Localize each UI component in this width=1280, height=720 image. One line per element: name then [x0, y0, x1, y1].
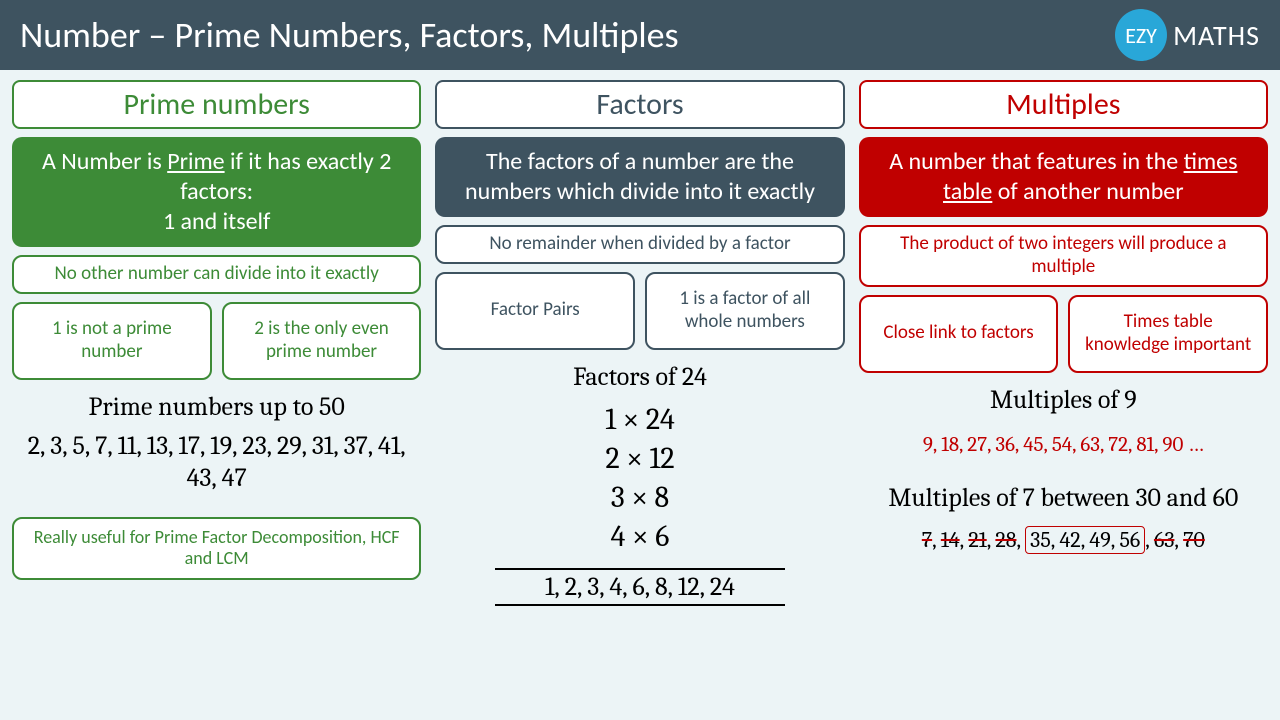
factors-definition: The factors of a number are the numbers …: [435, 137, 844, 217]
m7-v3: 56: [1119, 527, 1140, 553]
col-prime: Prime numbers A Number is Prime if it ha…: [12, 80, 421, 606]
prime-definition: A Number is Prime if it has exactly 2 fa…: [12, 137, 421, 247]
m7-v0: 35: [1030, 527, 1051, 553]
prime-sub1: No other number can divide into it exact…: [12, 255, 421, 294]
multiples-ex2-title: Multiples of 7 between 30 and 60: [859, 483, 1268, 513]
multiples-ex1-list: 9, 18, 27, 36, 45, 54, 63, 72, 81, 90 …: [859, 433, 1268, 457]
factors-sub-pair: Factor Pairs 1 is a factor of all whole …: [435, 272, 844, 350]
multiples-def-pre: A number that features in the: [889, 147, 1183, 176]
col-factors: Factors The factors of a number are the …: [435, 80, 844, 606]
factor-pair-3: 4 × 6: [435, 517, 844, 556]
m7-s1: 14: [941, 527, 960, 553]
m7-s2: 21: [968, 527, 986, 553]
multiples-sub1: The product of two integers will produce…: [859, 225, 1268, 287]
prime-title: Prime numbers: [12, 80, 421, 129]
factors-example-title: Factors of 24: [435, 362, 844, 392]
m7-v1: 42: [1059, 527, 1080, 553]
factor-pair-2: 3 × 8: [435, 478, 844, 517]
factors-sub1: No remainder when divided by a factor: [435, 225, 844, 264]
multiples-definition: A number that features in the times tabl…: [859, 137, 1268, 217]
prime-sub-pair: 1 is not a prime number 2 is the only ev…: [12, 302, 421, 380]
col-multiples: Multiples A number that features in the …: [859, 80, 1268, 606]
m7-e1: 70: [1183, 527, 1205, 553]
factors-result: 1, 2, 3, 4, 6, 8, 12, 24: [495, 568, 784, 606]
factors-title: Factors: [435, 80, 844, 129]
logo: EZY MATHS: [1115, 9, 1260, 61]
factors-sub2a: Factor Pairs: [435, 272, 635, 350]
multiples-title: Multiples: [859, 80, 1268, 129]
factors-sub2b: 1 is a factor of all whole numbers: [645, 272, 845, 350]
factor-pairs-list: 1 × 24 2 × 12 3 × 8 4 × 6: [435, 400, 844, 556]
prime-def-u: Prime: [167, 147, 224, 176]
prime-example-list: 2, 3, 5, 7, 11, 13, 17, 19, 23, 29, 31, …: [12, 430, 421, 495]
prime-sub2a: 1 is not a prime number: [12, 302, 212, 380]
m7-valid: 35, 42, 49, 56: [1025, 526, 1145, 554]
factor-pair-0: 1 × 24: [435, 400, 844, 439]
prime-def-pre: A Number is: [42, 147, 167, 176]
prime-example-title: Prime numbers up to 50: [12, 392, 421, 422]
m7-v2: 49: [1089, 527, 1110, 553]
multiples-sub2a: Close link to factors: [859, 295, 1059, 373]
logo-circle: EZY: [1115, 9, 1167, 61]
m7-s3: 28: [995, 527, 1016, 553]
page-title: Number – Prime Numbers, Factors, Multipl…: [20, 13, 679, 57]
m7-s0: 7: [922, 527, 932, 553]
m7-e0: 63: [1154, 527, 1174, 553]
multiples-def-post: of another number: [992, 177, 1183, 206]
multiples-ex2-list: 7, 14, 21, 28, 35, 42, 49, 56, 63, 70: [859, 527, 1268, 553]
prime-def-line2: 1 and itself: [163, 207, 270, 236]
factor-pair-1: 2 × 12: [435, 439, 844, 478]
header: Number – Prime Numbers, Factors, Multipl…: [0, 0, 1280, 70]
multiples-sub-pair: Close link to factors Times table knowle…: [859, 295, 1268, 373]
multiples-sub2b: Times table knowledge important: [1068, 295, 1268, 373]
logo-text: MATHS: [1173, 18, 1260, 53]
multiples-ex1-title: Multiples of 9: [859, 385, 1268, 415]
prime-sub2b: 2 is the only even prime number: [222, 302, 422, 380]
prime-footer: Really useful for Prime Factor Decomposi…: [12, 517, 421, 580]
columns: Prime numbers A Number is Prime if it ha…: [0, 70, 1280, 616]
